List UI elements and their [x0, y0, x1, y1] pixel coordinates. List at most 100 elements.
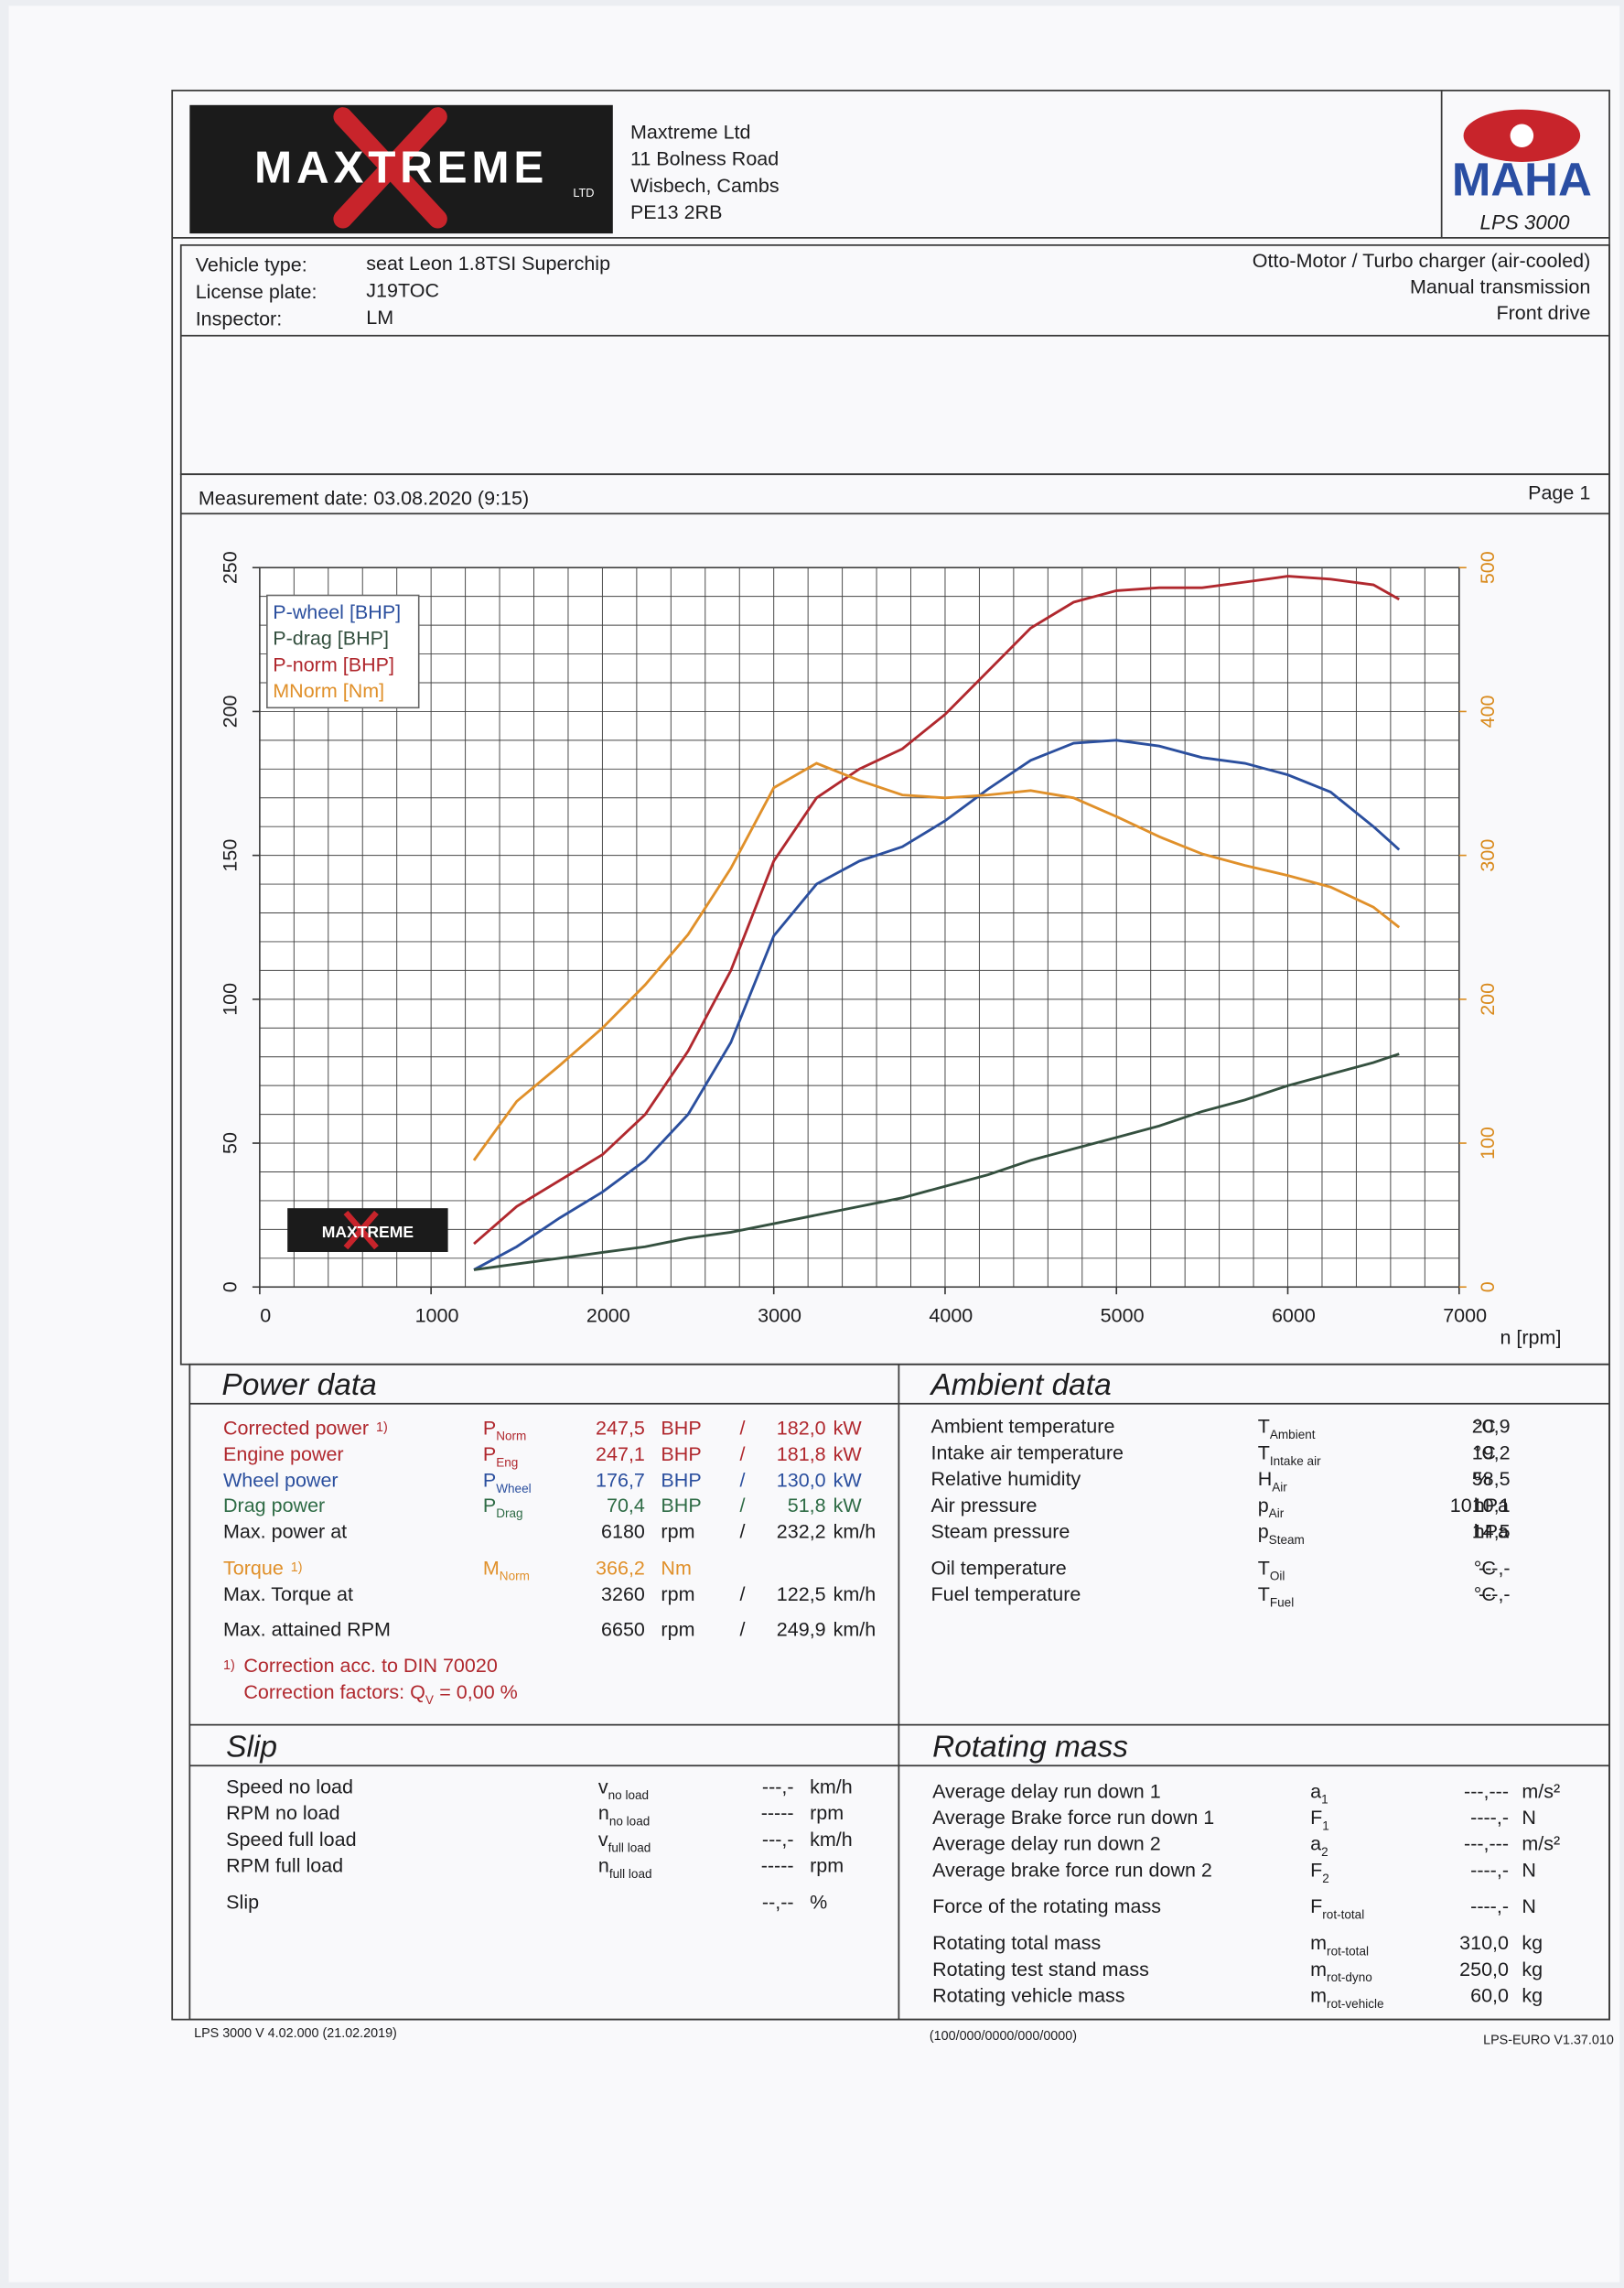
- row-value: 70,4: [607, 1495, 645, 1516]
- row-label: Relative humidity: [930, 1468, 1081, 1490]
- row-value: 3260: [601, 1583, 645, 1605]
- row-value: ---,-: [762, 1829, 794, 1851]
- y2-tick-label: 100: [1477, 1127, 1499, 1160]
- factor-sub: V: [425, 1693, 434, 1707]
- symbol: F1: [1310, 1807, 1329, 1832]
- row-unit: kg: [1522, 1932, 1543, 1954]
- symbol-main: T: [1258, 1441, 1270, 1463]
- y-tick-label: 200: [219, 695, 241, 728]
- row-label: Max. attained RPM: [223, 1618, 391, 1640]
- symbol-main: P: [483, 1417, 496, 1439]
- watermark-box: [287, 1208, 448, 1252]
- row-label: Average Brake force run down 1: [932, 1807, 1214, 1829]
- address-line: 11 Bolness Road: [630, 148, 779, 170]
- watermark: MAXTREME: [322, 1223, 414, 1241]
- logo-text: MAXTREME: [254, 142, 548, 192]
- symbol-sub: 2: [1322, 1872, 1329, 1885]
- symbol: TAmbient: [1258, 1416, 1316, 1441]
- row-label: Slip: [226, 1891, 259, 1913]
- row-label: Engine power: [223, 1443, 344, 1465]
- row-unit: kW: [834, 1470, 863, 1492]
- symbol: vfull load: [598, 1829, 651, 1854]
- symbol-sub: rot-vehicle: [1327, 1997, 1384, 2011]
- row-label: Steam pressure: [930, 1520, 1070, 1542]
- row-label: Force of the rotating mass: [932, 1895, 1161, 1917]
- symbol-sub: Drag: [496, 1506, 522, 1520]
- factor-value: = 0,00 %: [439, 1681, 518, 1703]
- model: LPS 3000: [1480, 210, 1571, 233]
- symbol: PDrag: [483, 1495, 523, 1520]
- row-unit: rpm: [810, 1802, 844, 1824]
- symbol: a1: [1310, 1780, 1328, 1806]
- symbol-sub: 2: [1321, 1845, 1328, 1859]
- row-label: Rotating total mass: [932, 1932, 1101, 1954]
- symbol-main: v: [598, 1776, 608, 1798]
- legend-entry: P-drag [BHP]: [273, 628, 389, 650]
- row-unit: kW: [834, 1417, 863, 1439]
- row-unit: hPa: [1474, 1520, 1509, 1542]
- symbol-main: p: [1258, 1495, 1269, 1516]
- row-unit: kg: [1522, 1959, 1543, 1980]
- row-unit: rpm: [661, 1583, 694, 1605]
- row-value: 249,9: [777, 1618, 826, 1640]
- symbol-sub: Eng: [496, 1455, 518, 1469]
- legend-entry: MNorm [Nm]: [273, 680, 384, 702]
- section-title: Rotating mass: [932, 1731, 1128, 1765]
- row-label: Corrected power: [223, 1417, 369, 1439]
- row-value: 122,5: [777, 1583, 826, 1605]
- symbol-main: P: [483, 1495, 496, 1516]
- symbol: TFuel: [1258, 1583, 1295, 1609]
- row-unit: km/h: [834, 1520, 877, 1542]
- row-unit: %: [810, 1891, 827, 1913]
- row-value: 176,7: [596, 1470, 645, 1492]
- row-label: Max. Torque at: [223, 1583, 353, 1605]
- symbol-sub: 1: [1321, 1793, 1328, 1807]
- row-label: Air pressure: [930, 1495, 1037, 1516]
- row-label: Rotating test stand mass: [932, 1959, 1149, 1980]
- symbol-main: v: [598, 1829, 608, 1851]
- logo-x: [333, 107, 447, 229]
- measurement-date: Measurement date: 03.08.2020 (9:15): [199, 488, 529, 510]
- vehicle-value: LM: [366, 307, 393, 329]
- symbol: a2: [1310, 1833, 1328, 1859]
- row-value: 232,2: [777, 1520, 826, 1542]
- row-value: 6650: [601, 1618, 645, 1640]
- symbol-sub: no load: [609, 1815, 650, 1829]
- symbol-sub: Air: [1269, 1506, 1285, 1520]
- footer-text: LPS-EURO V1.37.010: [1483, 2034, 1614, 2048]
- series-line: [472, 761, 1401, 1161]
- page-number: Page 1: [1528, 481, 1590, 503]
- row-value: 182,0: [777, 1417, 826, 1439]
- row-unit: BHP: [661, 1470, 701, 1492]
- symbol-sub: full load: [608, 1840, 651, 1854]
- symbol-main: T: [1258, 1416, 1270, 1438]
- row-unit: km/h: [834, 1618, 877, 1640]
- x-tick-label: 7000: [1443, 1305, 1487, 1327]
- symbol-main: a: [1310, 1833, 1321, 1855]
- row-value: 14,5: [1472, 1520, 1511, 1542]
- row-value: 58,5: [1472, 1468, 1511, 1490]
- symbol-sub: no load: [608, 1788, 649, 1802]
- row-unit: rpm: [661, 1520, 694, 1542]
- row-value: -----: [761, 1802, 794, 1824]
- row-value: 1010,1: [1450, 1495, 1511, 1516]
- y2-tick-label: 200: [1477, 983, 1499, 1016]
- maha-gear: [1510, 124, 1534, 148]
- row-label: Max. power at: [223, 1520, 347, 1542]
- y2-tick-label: 300: [1477, 839, 1499, 872]
- address-line: Maxtreme Ltd: [630, 121, 751, 143]
- section-title: Ambient data: [929, 1368, 1111, 1402]
- symbol: PNorm: [483, 1417, 526, 1442]
- symbol-sub: Fuel: [1270, 1595, 1294, 1609]
- series-line: [473, 575, 1400, 1246]
- row-value: ---,-: [1479, 1557, 1511, 1579]
- address-line: PE13 2RB: [630, 201, 722, 223]
- symbol-main: T: [1258, 1557, 1270, 1579]
- row-value: 20,9: [1472, 1416, 1511, 1438]
- row-unit: m/s²: [1522, 1780, 1560, 1802]
- symbol-sub: rot-total: [1322, 1908, 1364, 1922]
- address-line: Wisbech, Cambs: [630, 175, 780, 197]
- y2-tick-label: 0: [1477, 1281, 1499, 1292]
- row-label: Rotating vehicle mass: [932, 1985, 1125, 2007]
